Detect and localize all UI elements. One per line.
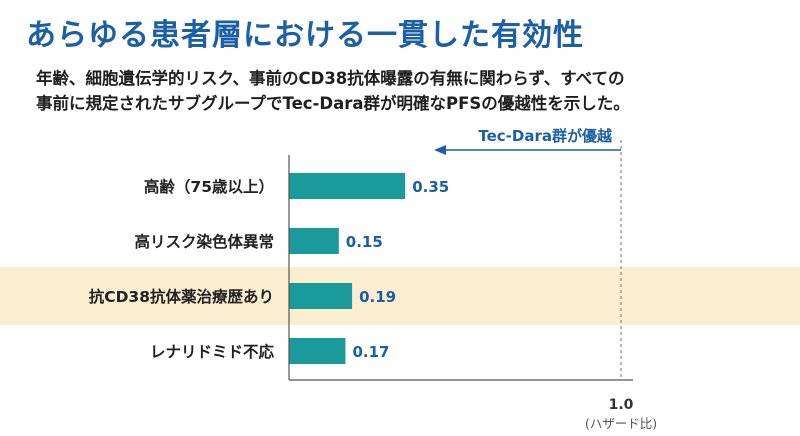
bar-value-label: 0.15 <box>346 233 383 251</box>
bar <box>289 338 346 364</box>
category-label: 抗CD38抗体薬治療歴あり <box>89 287 274 306</box>
direction-annotation-label: Tec-Dara群が優越 <box>478 127 613 145</box>
bar-value-label: 0.35 <box>412 178 449 196</box>
slide-title: あらゆる患者層における一貫した有効性 <box>26 18 584 53</box>
bar <box>289 228 339 254</box>
bar-value-label: 0.19 <box>359 288 396 306</box>
bar <box>289 283 353 309</box>
bar-value-label: 0.17 <box>352 343 389 361</box>
highlight-band-layer <box>0 267 800 325</box>
x-axis-label: (ハザード比) <box>585 416 657 431</box>
reference-tick-label: 1.0 <box>609 397 634 413</box>
subtitle-line-2: 事前に規定されたサブグループでTec-Dara群が明確なPFSの優越性を示した。 <box>36 94 630 113</box>
category-label: レナリドミド不応 <box>150 342 275 361</box>
direction-annotation: Tec-Dara群が優越 <box>434 127 621 155</box>
category-label: 高リスク染色体異常 <box>134 232 274 251</box>
direction-arrow-head <box>434 145 446 155</box>
slide-subtitle: 年齢、細胞遺伝学的リスク、事前のCD38抗体曝露の有無に関わらず、すべての 事前… <box>36 66 786 116</box>
bar <box>289 173 406 199</box>
bars-layer: 高齢（75歳以上） 0.35 高リスク染色体異常 0.15 抗CD38抗体薬治療歴あり 0… <box>89 173 449 364</box>
category-label: 高齢（75歳以上） <box>144 177 274 196</box>
highlight-band <box>0 267 800 325</box>
subtitle-line-1: 年齢、細胞遺伝学的リスク、事前のCD38抗体曝露の有無に関わらず、すべての <box>36 69 625 88</box>
